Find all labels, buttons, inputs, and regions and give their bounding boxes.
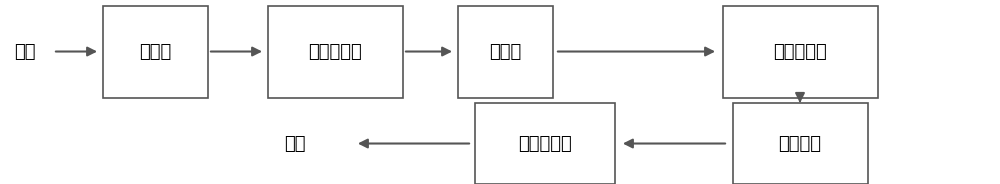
Bar xyxy=(103,6,208,98)
Text: 加载混合池: 加载混合池 xyxy=(308,43,362,61)
Text: 反应池: 反应池 xyxy=(139,43,171,61)
Text: 斜管沉淀池: 斜管沉淀池 xyxy=(773,43,827,61)
Text: 进水: 进水 xyxy=(14,43,36,61)
Bar xyxy=(268,6,402,98)
Text: 回用: 回用 xyxy=(284,135,306,153)
Bar xyxy=(732,103,868,184)
Bar xyxy=(458,6,552,98)
Text: 中间水池: 中间水池 xyxy=(778,135,822,153)
Bar xyxy=(722,6,878,98)
Text: 絮凝池: 絮凝池 xyxy=(489,43,521,61)
Text: 膜分离设备: 膜分离设备 xyxy=(518,135,572,153)
Bar xyxy=(475,103,615,184)
